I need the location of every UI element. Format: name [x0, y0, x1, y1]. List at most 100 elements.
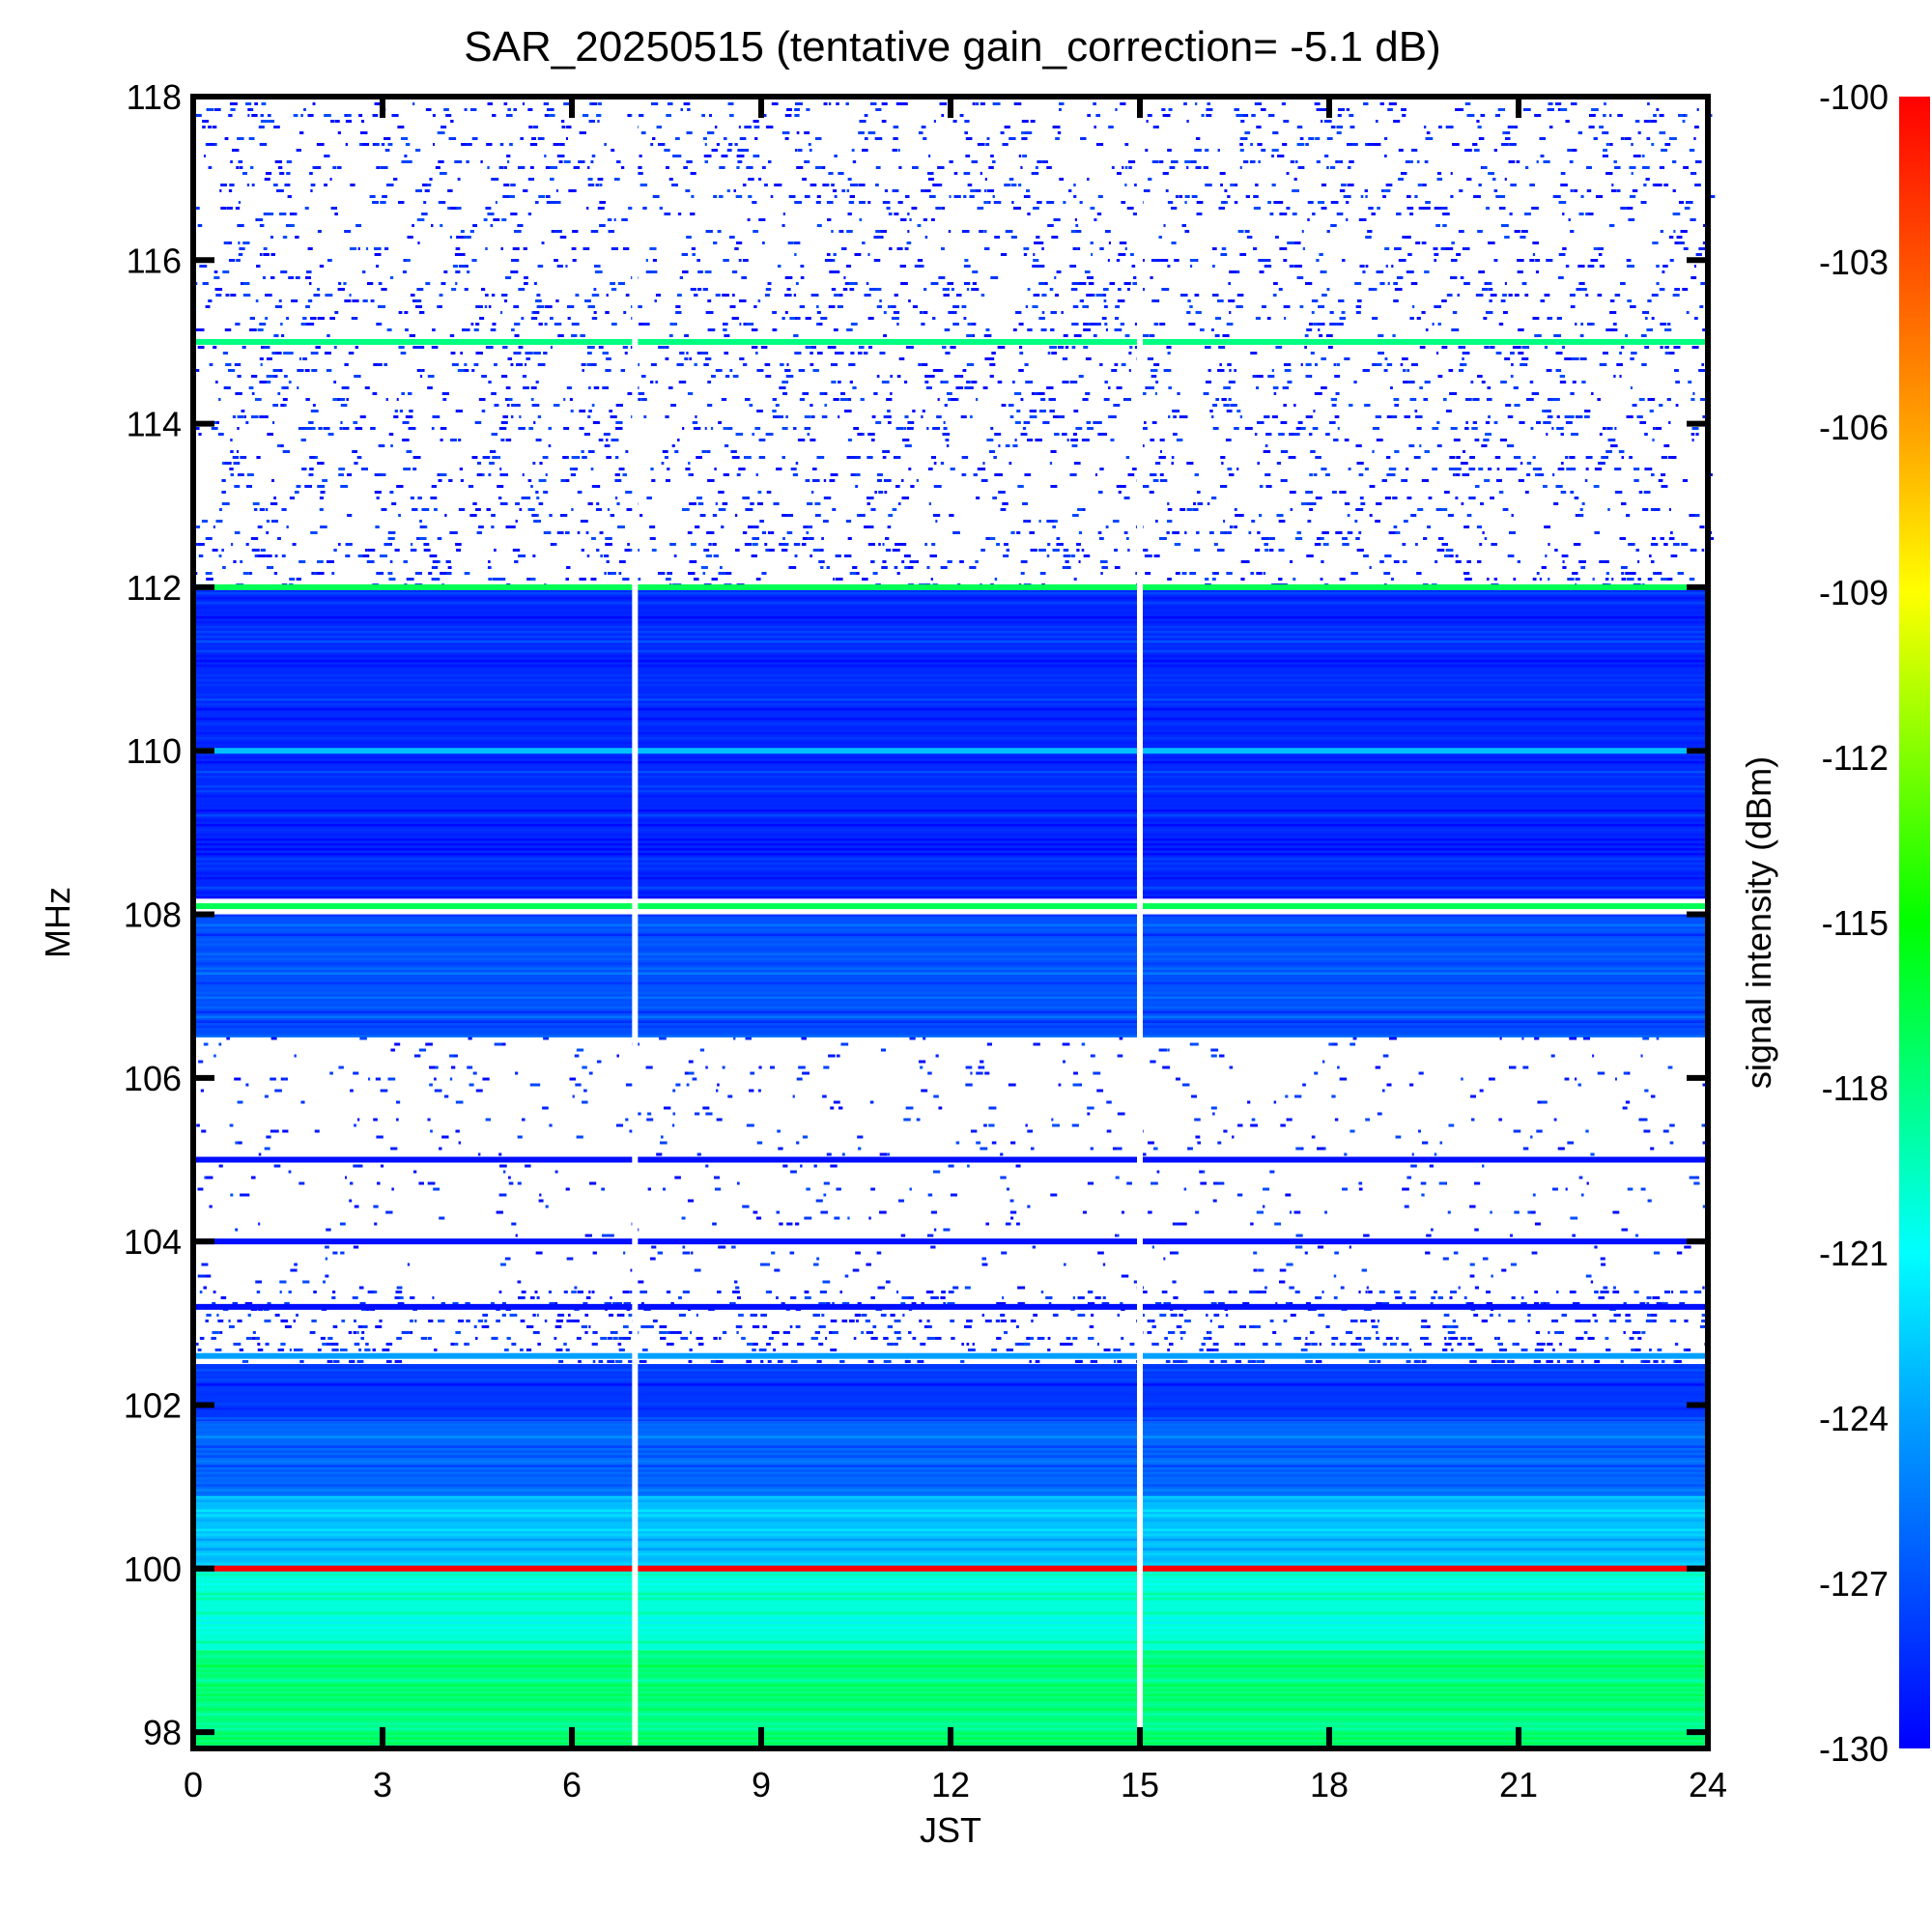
noise-dot	[1444, 1342, 1452, 1346]
noise-dot	[1594, 1319, 1599, 1322]
noise-dot	[1041, 282, 1048, 285]
noise-dot	[284, 1324, 292, 1328]
noise-dot	[1369, 1359, 1377, 1363]
noise-dot	[1210, 1106, 1217, 1110]
noise-dot	[966, 381, 971, 384]
noise-dot	[1256, 386, 1260, 389]
noise-dot	[898, 357, 905, 360]
noise-dot	[1090, 294, 1095, 297]
noise-dot	[1644, 433, 1648, 436]
noise-dot	[372, 143, 379, 146]
band-stripe	[193, 923, 1708, 927]
noise-dot	[1565, 265, 1570, 268]
noise-dot	[1674, 1342, 1679, 1346]
noise-dot	[639, 114, 644, 117]
noise-dot	[1575, 1319, 1582, 1322]
noise-dot	[1293, 1210, 1301, 1214]
noise-dot	[438, 201, 442, 204]
noise-dot	[637, 1280, 644, 1284]
noise-dot	[1002, 502, 1009, 505]
noise-dot	[440, 473, 447, 476]
noise-dot	[247, 108, 251, 111]
noise-dot	[554, 1170, 558, 1174]
noise-dot	[731, 1245, 736, 1249]
noise-dot	[500, 1042, 506, 1046]
noise-dot	[771, 1330, 780, 1334]
band-stripe	[193, 664, 1708, 668]
noise-dot	[1152, 479, 1159, 482]
noise-dot	[859, 120, 867, 123]
noise-dot	[1489, 288, 1493, 291]
noise-dot	[511, 270, 519, 273]
noise-dot	[1585, 456, 1593, 459]
noise-dot	[339, 1348, 348, 1351]
noise-dot	[879, 352, 886, 355]
noise-dot	[997, 381, 1003, 384]
noise-dot	[1223, 201, 1226, 204]
band-stripe	[193, 1597, 1708, 1601]
noise-dot	[223, 242, 231, 244]
noise-dot	[303, 108, 306, 111]
noise-dot	[1373, 288, 1378, 291]
noise-dot	[1099, 468, 1104, 470]
noise-dot	[845, 265, 852, 268]
noise-dot	[251, 392, 255, 395]
noise-dot	[746, 323, 754, 326]
noise-dot	[1556, 317, 1562, 320]
noise-dot	[910, 485, 915, 488]
noise-dot	[272, 369, 280, 372]
noise-dot	[1062, 381, 1069, 384]
noise-dot	[1640, 334, 1647, 337]
noise-dot	[1691, 439, 1694, 441]
noise-dot	[503, 102, 508, 105]
noise-dot	[930, 1245, 936, 1249]
noise-dot	[1056, 270, 1062, 273]
noise-dot	[305, 305, 310, 308]
noise-dot	[1027, 213, 1031, 215]
noise-dot	[1447, 1210, 1451, 1214]
noise-dot	[1656, 108, 1660, 111]
noise-dot	[550, 317, 554, 320]
noise-dot	[412, 224, 414, 227]
noise-dot	[685, 468, 691, 470]
noise-dot	[1443, 491, 1450, 494]
noise-dot	[332, 398, 338, 401]
noise-dot	[1657, 1348, 1662, 1351]
noise-dot	[237, 137, 244, 140]
noise-dot	[327, 1336, 333, 1340]
noise-dot	[537, 415, 542, 418]
noise-dot	[1038, 282, 1045, 285]
noise-dot	[458, 439, 462, 441]
noise-dot	[533, 352, 541, 355]
noise-dot	[1054, 276, 1057, 279]
noise-dot	[1063, 201, 1066, 204]
noise-dot	[1103, 305, 1108, 308]
noise-dot	[676, 294, 682, 297]
noise-dot	[1203, 392, 1209, 395]
noise-dot	[482, 1077, 490, 1081]
noise-dot	[606, 1301, 612, 1305]
noise-dot	[525, 1164, 531, 1168]
noise-dot	[614, 456, 619, 459]
noise-dot	[373, 1118, 378, 1122]
noise-dot	[545, 473, 548, 476]
noise-dot	[1098, 195, 1103, 198]
noise-dot	[1244, 230, 1250, 233]
noise-dot	[606, 456, 612, 459]
noise-dot	[509, 143, 513, 146]
noise-dot	[1148, 178, 1152, 181]
noise-dot	[1515, 1342, 1520, 1346]
noise-dot	[879, 1210, 887, 1214]
noise-dot	[1534, 114, 1542, 117]
noise-dot	[451, 288, 457, 291]
noise-dot	[475, 352, 483, 355]
noise-dot	[1152, 126, 1157, 128]
noise-dot	[296, 149, 301, 152]
noise-dot	[1601, 265, 1605, 268]
noise-dot	[834, 328, 838, 331]
noise-dot	[1593, 108, 1599, 111]
noise-dot	[1203, 1336, 1209, 1340]
noise-dot	[1294, 265, 1303, 268]
noise-dot	[560, 479, 566, 482]
noise-dot	[1339, 1342, 1347, 1346]
